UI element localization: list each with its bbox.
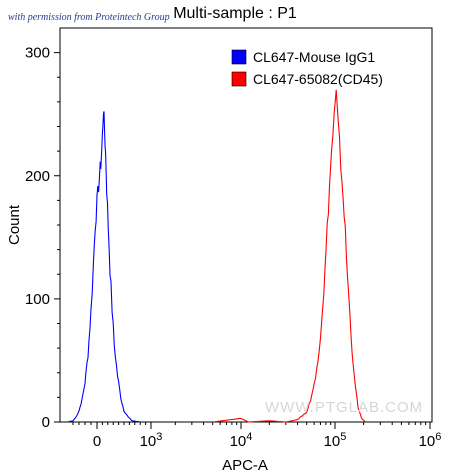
series-line [66,111,141,423]
y-tick-label: 300 [25,45,50,62]
legend-swatch [231,49,247,65]
chart-title: Multi-sample : P1 [173,5,297,22]
x-tick-label: 103 [140,431,163,450]
y-axis-title: Count [6,204,23,245]
y-tick-label: 100 [25,291,50,308]
x-tick-label: 0 [93,433,101,450]
legend: CL647-Mouse IgG1 CL647-65082(CD45) [231,49,383,87]
series-layer [66,89,366,423]
x-tick-label: 105 [324,431,347,450]
x-tick-label: 106 [419,431,442,450]
legend-label: CL647-65082(CD45) [253,71,383,87]
permission-note: with permission from Proteintech Group [8,12,170,23]
y-tick-label: 0 [42,414,50,431]
y-tick-label: 200 [25,168,50,185]
series-line [212,89,366,423]
x-axis-title: APC-A [222,457,268,474]
legend-swatch [231,71,247,87]
legend-label: CL647-Mouse IgG1 [253,49,375,65]
x-axis: 0 103 104 105 106 [72,422,442,450]
y-axis: 0 100 200 300 [25,45,60,431]
x-tick-label: 104 [230,431,253,450]
watermark: WWW.PTGLAB.COM [265,399,423,416]
